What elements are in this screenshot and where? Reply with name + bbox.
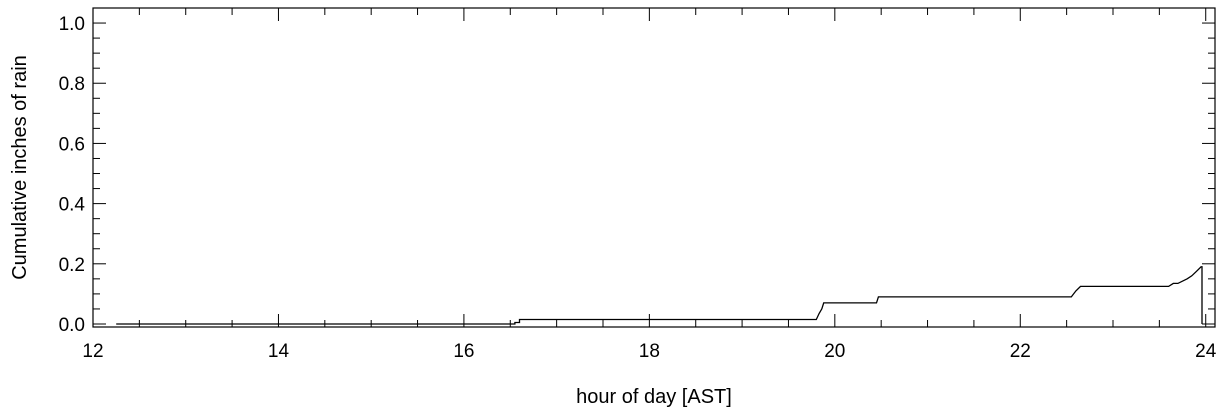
y-tick-label: 0.8 [59, 74, 85, 95]
y-tick-label: 0.0 [59, 315, 85, 336]
x-tick-label: 22 [1010, 341, 1031, 362]
rain-series-line [116, 266, 1203, 325]
y-tick-label: 0.2 [59, 255, 85, 276]
plot-frame [92, 7, 1216, 328]
y-tick-labels: 0.0 0.2 0.4 0.6 0.8 1.0 [59, 14, 86, 336]
x-tick-label: 12 [82, 341, 103, 362]
x-tick-label: 24 [1195, 341, 1217, 362]
x-axis-title: hour of day [AST] [576, 386, 732, 408]
series [116, 266, 1203, 325]
x-tick-labels: 12 14 16 18 20 22 24 [82, 341, 1216, 362]
y-tick-label: 1.0 [59, 14, 85, 35]
x-tick-label: 14 [268, 341, 290, 362]
ticks [92, 7, 1215, 327]
y-axis-title: Cumulative inches of rain [9, 55, 31, 280]
x-tick-label: 18 [639, 341, 660, 362]
axes [92, 7, 1216, 328]
x-tick-label: 20 [824, 341, 845, 362]
y-tick-label: 0.4 [59, 195, 86, 216]
x-tick-label: 16 [453, 341, 474, 362]
y-tick-label: 0.6 [59, 134, 85, 155]
